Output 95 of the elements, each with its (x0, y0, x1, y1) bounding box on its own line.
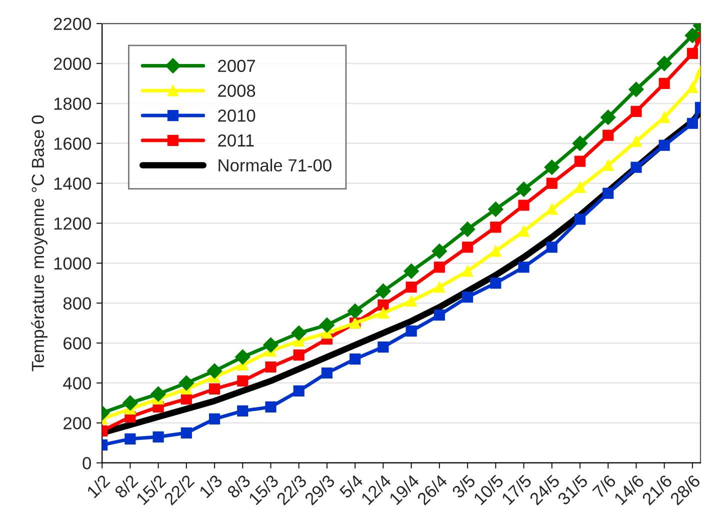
point (376, 284, 391, 299)
point (462, 266, 474, 277)
point (434, 310, 445, 321)
point (321, 367, 333, 379)
point (488, 202, 504, 217)
point (656, 56, 672, 72)
point (378, 341, 389, 353)
point (378, 300, 389, 311)
y-tick-label: 2200 (54, 18, 91, 30)
point (178, 375, 194, 391)
point (122, 395, 138, 411)
point (630, 136, 642, 147)
x-tick-label: 8/3 (226, 474, 252, 499)
y-tick-label: 2000 (54, 58, 91, 70)
point (490, 246, 502, 257)
y-tick-label: 400 (63, 377, 91, 390)
x-tick-label: 5/4 (338, 474, 364, 499)
point (237, 405, 248, 416)
x-tick-label: 1/2 (86, 474, 110, 498)
y-tick-label: 1600 (54, 138, 91, 150)
point (602, 188, 614, 199)
point (180, 393, 192, 405)
point (686, 118, 698, 129)
y-tick-label: 800 (63, 297, 91, 310)
legend-label: Normale 71-00 (218, 158, 332, 172)
point (434, 262, 445, 273)
x-tick-label: 8/2 (114, 474, 139, 499)
point (686, 82, 698, 93)
point (378, 308, 389, 319)
point (462, 292, 474, 303)
point (658, 140, 670, 151)
point (574, 156, 586, 167)
y-tick-label: 0 (82, 457, 91, 470)
point (406, 296, 417, 307)
x-tick-label: 7/6 (592, 474, 617, 499)
point (235, 349, 250, 365)
point (124, 433, 136, 444)
y-tick-label: 1800 (54, 98, 91, 110)
legend-label: 2011 (218, 134, 254, 147)
point (432, 244, 448, 259)
point (291, 325, 306, 341)
point (516, 182, 532, 197)
point (462, 242, 474, 253)
point (546, 242, 558, 253)
point (518, 226, 530, 237)
point (684, 28, 700, 44)
point (150, 386, 166, 402)
point (237, 375, 248, 387)
point (658, 78, 670, 89)
point (208, 383, 220, 395)
y-tick-label: 600 (64, 337, 91, 350)
x-tick-label: 1/3 (198, 474, 224, 498)
point (490, 222, 502, 233)
point (265, 401, 276, 412)
point (574, 214, 586, 225)
y-tick-label: 1200 (54, 217, 91, 230)
point (350, 353, 361, 365)
y-tick-label: 1000 (54, 257, 91, 270)
point (630, 106, 642, 117)
point (319, 318, 335, 333)
point (208, 413, 220, 424)
point (406, 282, 417, 293)
point (348, 304, 363, 319)
point (434, 282, 445, 293)
point (572, 136, 588, 151)
point (518, 262, 530, 273)
point (293, 385, 304, 397)
point (265, 361, 276, 373)
point (546, 178, 558, 189)
point (490, 278, 502, 289)
point (602, 160, 614, 171)
point (404, 264, 419, 279)
legend-label: 2010 (218, 109, 256, 122)
y-axis-title: Température moyenne °C Base 0 (31, 115, 48, 372)
point (600, 110, 616, 125)
point (628, 82, 644, 98)
point (544, 160, 560, 175)
point (574, 182, 586, 193)
y-tick-label: 200 (64, 417, 91, 430)
point (658, 112, 670, 123)
point (518, 200, 530, 211)
legend-label: 2008 (218, 84, 256, 97)
point (293, 349, 304, 361)
point (630, 162, 642, 173)
point (263, 337, 278, 353)
point (460, 222, 476, 237)
point (602, 130, 614, 141)
point (546, 204, 558, 215)
y-tick-label: 1400 (54, 177, 91, 190)
point (686, 48, 698, 60)
point (152, 431, 164, 442)
point (406, 326, 417, 337)
legend-label: 2007 (218, 60, 256, 72)
point (180, 427, 192, 438)
point (206, 363, 222, 379)
